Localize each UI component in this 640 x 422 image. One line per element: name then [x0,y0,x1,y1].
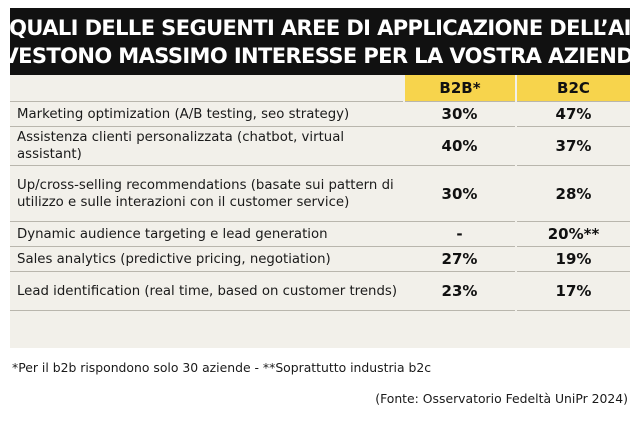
footnote: *Per il b2b rispondono solo 30 aziende -… [12,360,432,375]
column-header-b2c: B2C [515,75,630,102]
row-label-lead-identification: Lead identification (real time, based on… [10,271,404,311]
cell-b2c-dynamic-audience: 20%** [515,221,630,247]
cell-b2c-lead-identification: 17% [515,271,630,311]
cell-b2b-assistenza-clienti: 40% [404,126,516,166]
cell-b2c-up-cross-selling: 28% [515,165,630,222]
cell-b2c-marketing-optimization: 47% [515,101,630,127]
row-label-sales-analytics: Sales analytics (predictive pricing, neg… [10,246,404,272]
source-note: (Fonte: Osservatorio Fedeltà UniPr 2024) [375,391,628,406]
table-row: Assistenza clienti personalizzata (chatb… [10,126,630,166]
data-table-container: B2B* B2C Marketing optimization (A/B tes… [10,75,630,348]
table-row: Dynamic audience targeting e lead genera… [10,221,630,247]
row-label-assistenza-clienti: Assistenza clienti personalizzata (chatb… [10,126,404,166]
row-label-up-cross-selling: Up/cross-selling recommendations (basate… [10,165,404,222]
data-table: B2B* B2C Marketing optimization (A/B tes… [10,75,630,311]
row-label-marketing-optimization: Marketing optimization (A/B testing, seo… [10,101,404,127]
cell-b2c-sales-analytics: 19% [515,246,630,272]
title-banner: QUALI DELLE SEGUENTI AREE DI APPLICAZION… [0,8,640,75]
cell-b2b-dynamic-audience: - [404,221,516,247]
table-header-row: B2B* B2C [10,75,630,102]
title-line-1: QUALI DELLE SEGUENTI AREE DI APPLICAZION… [9,15,631,40]
header-empty-cell [10,75,404,102]
table-row: Marketing optimization (A/B testing, seo… [10,101,630,127]
table-row: Up/cross-selling recommendations (basate… [10,165,630,222]
cell-b2b-up-cross-selling: 30% [404,165,516,222]
cell-b2b-lead-identification: 23% [404,271,516,311]
cell-b2b-marketing-optimization: 30% [404,101,516,127]
column-header-b2b: B2B* [403,75,516,102]
row-label-dynamic-audience: Dynamic audience targeting e lead genera… [10,221,404,247]
title-line-2: RIVESTONO MASSIMO INTERESSE PER LA VOSTR… [0,43,640,68]
cell-b2b-sales-analytics: 27% [404,246,516,272]
table-row: Sales analytics (predictive pricing, neg… [10,246,630,272]
cell-b2c-assistenza-clienti: 37% [515,126,630,166]
table-row: Lead identification (real time, based on… [10,271,630,311]
